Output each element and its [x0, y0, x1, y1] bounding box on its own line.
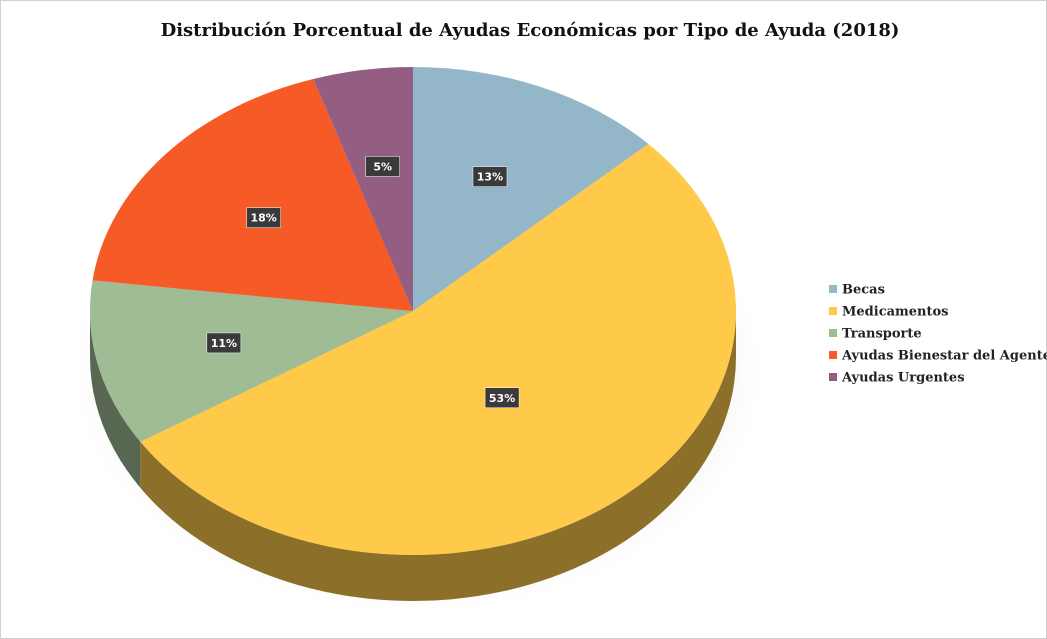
legend-label: Transporte — [842, 327, 922, 342]
slice — [413, 67, 649, 311]
slice — [313, 67, 413, 311]
legend-label: Medicamentos — [842, 305, 949, 320]
legend-swatch — [829, 351, 837, 359]
legend-swatch — [829, 285, 837, 293]
chart-title: Distribución Porcentual de Ayudas Económ… — [161, 20, 900, 41]
data-label: 18% — [251, 212, 277, 225]
slice-side — [140, 311, 736, 601]
legend-label: Ayudas Urgentes — [841, 371, 965, 386]
legend-label: Becas — [842, 283, 885, 298]
legend-label: Ayudas Bienestar del Agente — [841, 349, 1047, 364]
legend-swatch — [829, 307, 837, 315]
label-box — [365, 156, 400, 177]
data-label: 53% — [489, 392, 515, 405]
slice-side — [90, 311, 141, 488]
slice — [90, 280, 413, 442]
legend-swatch — [829, 373, 837, 381]
data-label: 13% — [477, 171, 503, 184]
data-label: 5% — [373, 160, 392, 173]
label-box — [246, 207, 281, 228]
data-label: 11% — [211, 337, 237, 350]
label-box — [206, 332, 242, 354]
label-box — [484, 387, 520, 409]
label-box — [472, 166, 508, 187]
legend-swatch — [829, 329, 837, 337]
slice — [140, 143, 737, 555]
slice — [92, 78, 414, 312]
